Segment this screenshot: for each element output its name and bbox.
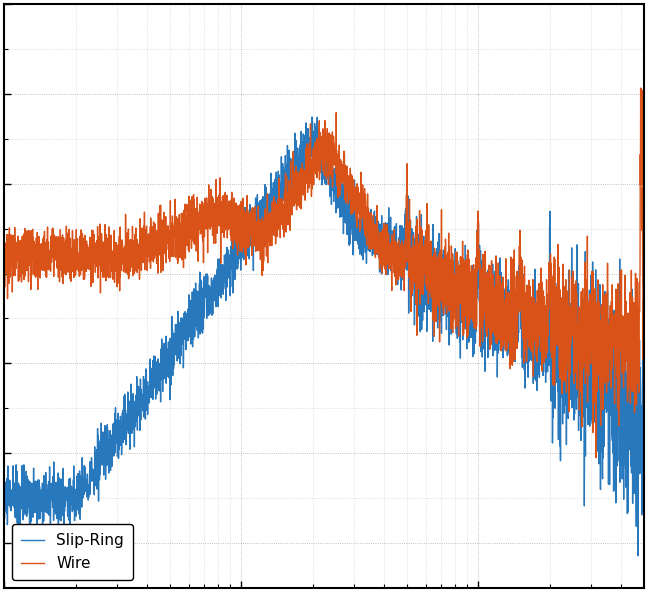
Slip-Ring [308,114,316,121]
Wire [304,178,312,185]
Slip-Ring [465,270,473,277]
Slip-Ring [274,175,282,182]
Wire [592,454,600,461]
Slip-Ring [620,461,628,468]
Wire [637,85,645,92]
Wire [620,334,628,341]
Wire [0,240,8,247]
Wire [465,279,473,286]
Wire [269,230,277,237]
Slip-Ring [634,552,642,559]
Slip-Ring [269,229,277,236]
Slip-Ring [588,324,596,332]
Wire [274,211,282,218]
Slip-Ring [640,364,648,371]
Line: Slip-Ring: Slip-Ring [4,117,644,556]
Wire [588,331,596,338]
Wire [640,324,648,332]
Legend: Slip-Ring, Wire: Slip-Ring, Wire [12,525,133,580]
Slip-Ring [0,477,8,484]
Line: Wire: Wire [4,88,644,458]
Slip-Ring [304,136,312,143]
